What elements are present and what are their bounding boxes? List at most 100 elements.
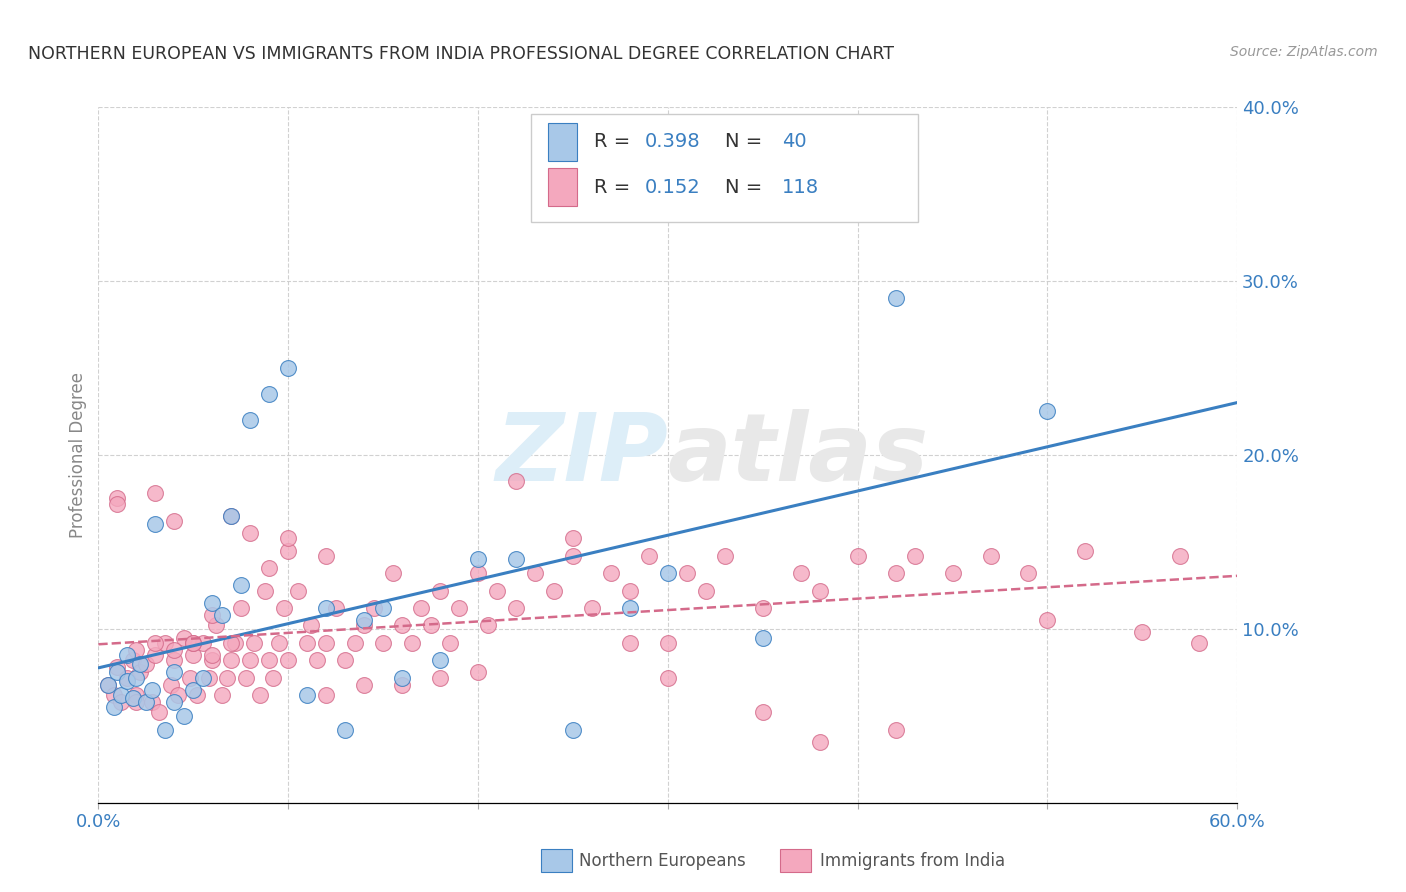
Point: [115, 671, 138, 685]
Text: R =: R =: [593, 178, 637, 196]
Point: [419, 618, 441, 632]
Point: [159, 677, 181, 691]
Point: [97, 677, 120, 691]
Point: [183, 636, 205, 650]
Y-axis label: Professional Degree: Professional Degree: [69, 372, 87, 538]
Point: [752, 601, 775, 615]
Point: [197, 671, 219, 685]
Point: [277, 543, 299, 558]
Point: [477, 618, 499, 632]
Text: R =: R =: [593, 132, 637, 152]
Point: [191, 636, 214, 650]
Point: [335, 723, 357, 737]
Point: [141, 682, 163, 697]
Point: [1170, 549, 1192, 563]
Point: [315, 636, 337, 650]
Point: [229, 601, 252, 615]
Point: [600, 566, 623, 581]
Point: [259, 387, 281, 401]
Point: [657, 636, 679, 650]
Point: [211, 607, 233, 622]
Point: [163, 665, 186, 680]
Text: 40: 40: [782, 132, 807, 152]
Point: [145, 648, 167, 662]
Point: [942, 566, 965, 581]
Point: [125, 688, 148, 702]
Text: N =: N =: [725, 132, 768, 152]
Point: [221, 636, 243, 650]
Point: [141, 695, 163, 709]
Point: [135, 657, 157, 671]
Point: [391, 671, 413, 685]
Point: [217, 671, 239, 685]
Point: [254, 583, 277, 598]
Point: [115, 648, 138, 662]
Text: 0.152: 0.152: [645, 178, 700, 196]
Point: [183, 682, 205, 697]
Point: [125, 642, 148, 657]
Point: [211, 688, 233, 702]
Point: [235, 671, 257, 685]
Point: [619, 636, 641, 650]
Point: [305, 653, 328, 667]
Point: [486, 583, 509, 598]
Point: [524, 566, 547, 581]
Point: [287, 583, 309, 598]
Point: [808, 583, 831, 598]
Point: [267, 636, 290, 650]
Point: [401, 636, 423, 650]
Point: [391, 618, 413, 632]
Point: [439, 636, 461, 650]
Text: Source: ZipAtlas.com: Source: ZipAtlas.com: [1230, 45, 1378, 59]
Point: [239, 413, 262, 427]
Point: [201, 607, 224, 622]
Point: [315, 549, 337, 563]
Point: [163, 642, 186, 657]
Point: [259, 653, 281, 667]
Point: [183, 636, 205, 650]
Point: [121, 691, 143, 706]
Point: [239, 653, 262, 667]
Text: 0.398: 0.398: [645, 132, 700, 152]
Point: [1036, 404, 1059, 418]
Point: [191, 671, 214, 685]
Point: [173, 631, 195, 645]
Point: [249, 688, 271, 702]
Point: [363, 601, 385, 615]
Point: [619, 583, 641, 598]
Point: [183, 648, 205, 662]
Point: [221, 508, 243, 523]
Point: [1132, 625, 1154, 640]
Point: [243, 636, 266, 650]
Text: ZIP: ZIP: [495, 409, 668, 501]
Point: [449, 601, 471, 615]
Point: [97, 677, 120, 691]
Point: [145, 486, 167, 500]
Point: [148, 706, 170, 720]
Point: [299, 618, 322, 632]
Point: [239, 526, 262, 541]
Point: [1188, 636, 1211, 650]
Point: [371, 601, 394, 615]
Point: [125, 695, 148, 709]
Point: [277, 532, 299, 546]
Point: [695, 583, 717, 598]
Point: [979, 549, 1001, 563]
Point: [315, 601, 337, 615]
Point: [335, 653, 357, 667]
Point: [884, 566, 907, 581]
Point: [259, 561, 281, 575]
Point: [353, 613, 375, 627]
Text: 118: 118: [782, 178, 818, 196]
Point: [110, 695, 132, 709]
Point: [467, 665, 489, 680]
Point: [145, 636, 167, 650]
Point: [277, 360, 299, 375]
Point: [277, 653, 299, 667]
Point: [115, 674, 138, 689]
Point: [381, 566, 404, 581]
Point: [752, 631, 775, 645]
Point: [1036, 613, 1059, 627]
Point: [107, 660, 129, 674]
Point: [884, 723, 907, 737]
